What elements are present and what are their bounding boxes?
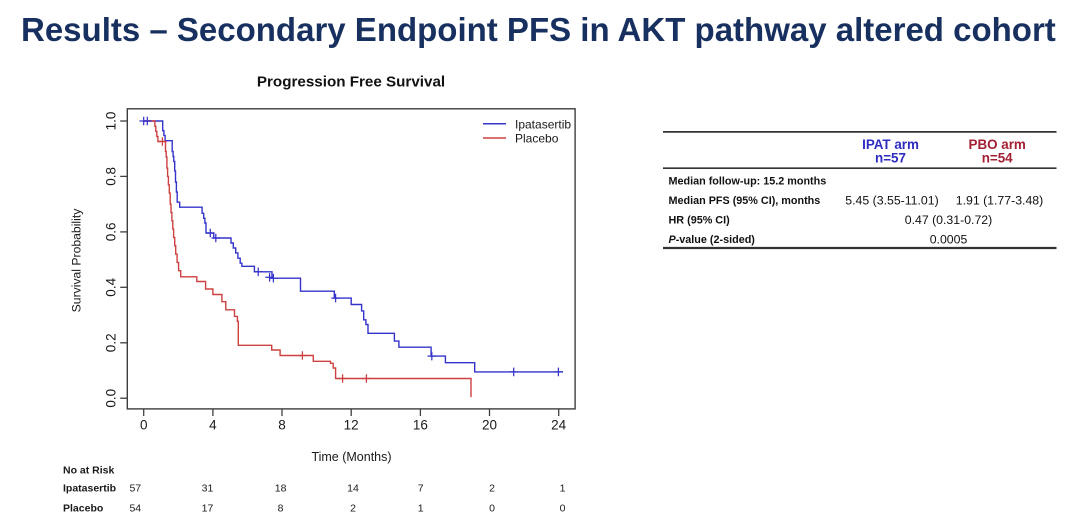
svg-text:0.2: 0.2 xyxy=(103,333,118,352)
svg-text:Placebo: Placebo xyxy=(63,502,103,514)
svg-text:17: 17 xyxy=(202,502,214,514)
svg-text:31: 31 xyxy=(202,482,214,494)
svg-text:4: 4 xyxy=(209,418,217,433)
svg-text:0.4: 0.4 xyxy=(103,277,118,296)
svg-text:0: 0 xyxy=(140,418,148,433)
svg-text:0.8: 0.8 xyxy=(103,167,118,186)
svg-text:16: 16 xyxy=(413,418,428,433)
svg-text:1.91 (1.77-3.48): 1.91 (1.77-3.48) xyxy=(956,193,1044,207)
svg-text:1.0: 1.0 xyxy=(103,112,118,131)
svg-text:Ipatasertib: Ipatasertib xyxy=(63,482,116,494)
svg-text:12: 12 xyxy=(344,418,359,433)
svg-text:1: 1 xyxy=(418,502,424,514)
svg-text:Placebo: Placebo xyxy=(515,132,559,146)
svg-text:Survival Probability: Survival Probability xyxy=(70,208,84,313)
svg-text:Median follow-up: 15.2 months: Median follow-up: 15.2 months xyxy=(669,176,827,188)
svg-text:0: 0 xyxy=(560,502,566,514)
svg-text:Progression Free Survival: Progression Free Survival xyxy=(257,74,445,91)
svg-text:P-value (2-sided): P-value (2-sided) xyxy=(669,234,756,246)
svg-text:18: 18 xyxy=(275,482,287,494)
svg-text:PBO arm: PBO arm xyxy=(969,137,1026,152)
svg-text:1: 1 xyxy=(560,482,566,494)
svg-text:7: 7 xyxy=(418,482,424,494)
svg-text:IPAT arm: IPAT arm xyxy=(862,137,919,152)
svg-text:24: 24 xyxy=(551,418,567,433)
svg-text:0.6: 0.6 xyxy=(103,223,118,242)
svg-text:57: 57 xyxy=(129,482,141,494)
svg-text:5.45 (3.55-11.01): 5.45 (3.55-11.01) xyxy=(845,193,938,207)
svg-text:54: 54 xyxy=(129,502,141,514)
svg-text:0.0: 0.0 xyxy=(103,389,118,408)
svg-text:8: 8 xyxy=(278,418,286,433)
svg-text:HR (95% CI): HR (95% CI) xyxy=(669,215,731,227)
svg-text:Ipatasertib: Ipatasertib xyxy=(515,117,571,131)
svg-text:2: 2 xyxy=(489,482,495,494)
svg-text:n=54: n=54 xyxy=(982,150,1013,165)
svg-text:0: 0 xyxy=(489,502,495,514)
svg-text:n=57: n=57 xyxy=(875,150,906,165)
svg-text:No at Risk: No at Risk xyxy=(63,465,115,477)
svg-text:0.0005: 0.0005 xyxy=(930,232,968,246)
svg-text:20: 20 xyxy=(482,418,497,433)
svg-text:0.47 (0.31-0.72): 0.47 (0.31-0.72) xyxy=(905,213,993,227)
svg-text:8: 8 xyxy=(278,502,284,514)
svg-text:2: 2 xyxy=(350,502,356,514)
svg-text:14: 14 xyxy=(347,482,359,494)
svg-text:Median PFS (95% CI), months: Median PFS (95% CI), months xyxy=(669,195,821,207)
svg-text:Time (Months): Time (Months) xyxy=(311,450,391,464)
